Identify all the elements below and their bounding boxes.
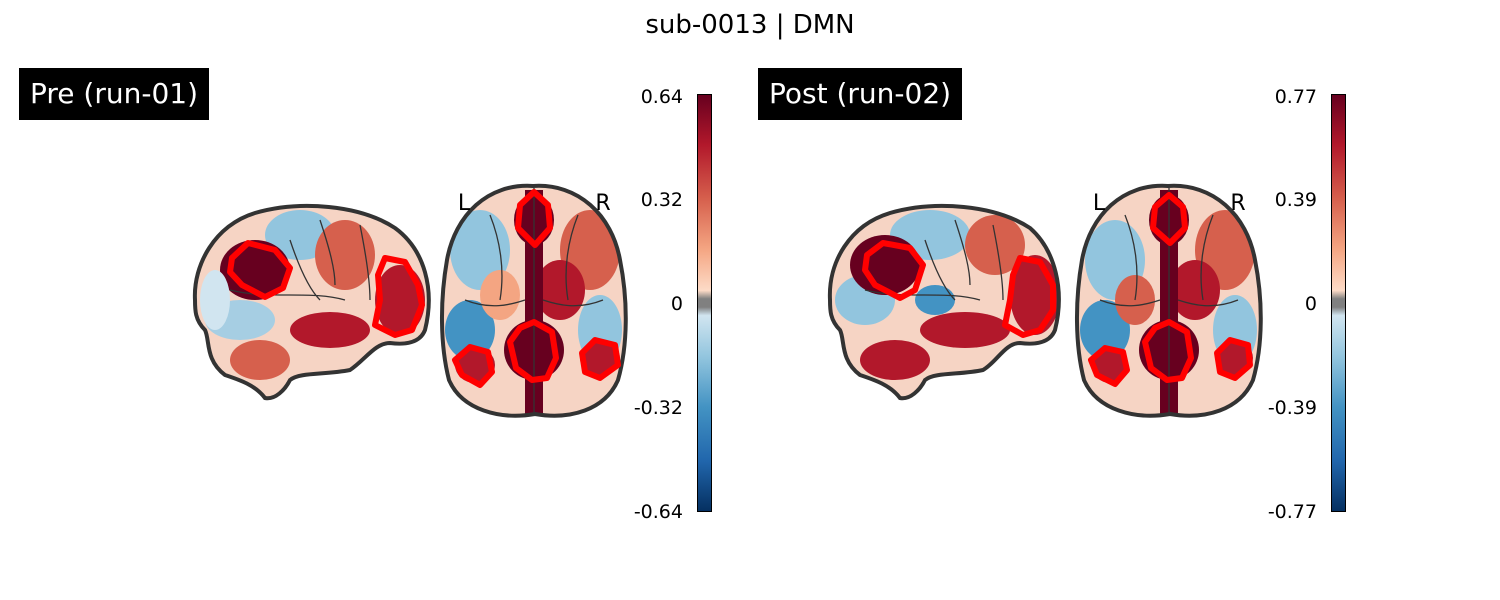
right-orientation-label-post: R [1230, 191, 1245, 216]
panel-post: Post (run-02) [735, 0, 1435, 600]
right-orientation-label-pre: R [595, 191, 610, 216]
colorbar-post [1331, 94, 1346, 512]
colorbar-pre [697, 94, 712, 512]
colorbar-tick-min-post: -0.77 [1267, 501, 1317, 523]
axial-view-pre [440, 183, 628, 418]
axial-view-post [1075, 183, 1263, 418]
left-orientation-label-pre: L [458, 191, 471, 216]
panel-label-pre: Pre (run-01) [19, 68, 209, 120]
colorbar-tick-min-pre: -0.64 [633, 501, 683, 523]
sagittal-view-post [827, 203, 1061, 401]
colorbar-tick-max-post: 0.77 [1274, 86, 1317, 108]
figure-title: sub-0013 | DMN [645, 10, 855, 40]
colorbar-tick-zero-pre: 0 [670, 293, 683, 315]
brain-views-post: L R [827, 183, 1263, 418]
brain-views-pre: L R [192, 183, 628, 418]
colorbar-tick-neg-post: -0.39 [1267, 397, 1317, 419]
colorbar-tick-max-pre: 0.64 [640, 86, 683, 108]
panel-pre: Pre (run-01) [0, 0, 712, 600]
sagittal-view-pre [192, 203, 431, 401]
colorbar-tick-neg-pre: -0.32 [633, 397, 683, 419]
panel-label-post: Post (run-02) [758, 68, 963, 120]
colorbar-tick-pos-post: 0.39 [1274, 189, 1317, 211]
colorbar-tick-zero-post: 0 [1304, 293, 1317, 315]
colorbar-tick-pos-pre: 0.32 [640, 189, 683, 211]
left-orientation-label-post: L [1093, 191, 1106, 216]
